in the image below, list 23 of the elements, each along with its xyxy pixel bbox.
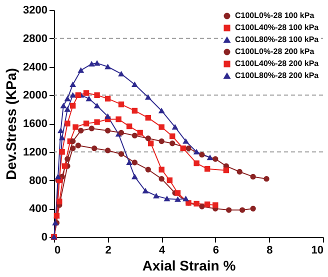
x-tick-label: 2 bbox=[105, 244, 112, 256]
legend-label: C100L40%-28 100 kPa bbox=[235, 23, 320, 32]
y-tick-label: 2000 bbox=[23, 90, 48, 102]
x-tick-label: 0 bbox=[54, 244, 61, 256]
y-tick-label: 1200 bbox=[23, 146, 48, 158]
legend-label: C100L80%-28 200 kPa bbox=[235, 71, 320, 80]
y-tick-label: 1600 bbox=[23, 118, 48, 130]
x-tick-label: 6 bbox=[212, 244, 219, 256]
x-tick-label: 10 bbox=[311, 244, 324, 256]
legend-label: C100L0%-28 100 kPa bbox=[235, 11, 315, 20]
legend-label: C100L40%-28 200 kPa bbox=[235, 59, 320, 68]
legend-label: C100L80%-28 100 kPa bbox=[235, 35, 320, 44]
y-tick-label: 3200 bbox=[23, 4, 48, 16]
x-tick-label: 4 bbox=[159, 244, 166, 256]
y-tick-label: 0 bbox=[41, 232, 48, 244]
y-tick-label: 2800 bbox=[23, 32, 48, 45]
y-tick-label: 400 bbox=[29, 203, 48, 216]
legend-label: C100L0%-28 200 kPa bbox=[235, 47, 315, 56]
x-tick-label: 8 bbox=[266, 244, 273, 256]
y-tick-label: 2400 bbox=[23, 61, 48, 74]
x-axis-title: Axial Strain % bbox=[142, 258, 236, 274]
y-tick-label: 800 bbox=[29, 174, 48, 187]
y-axis-title: Dev.Stress (KPa) bbox=[3, 68, 20, 180]
